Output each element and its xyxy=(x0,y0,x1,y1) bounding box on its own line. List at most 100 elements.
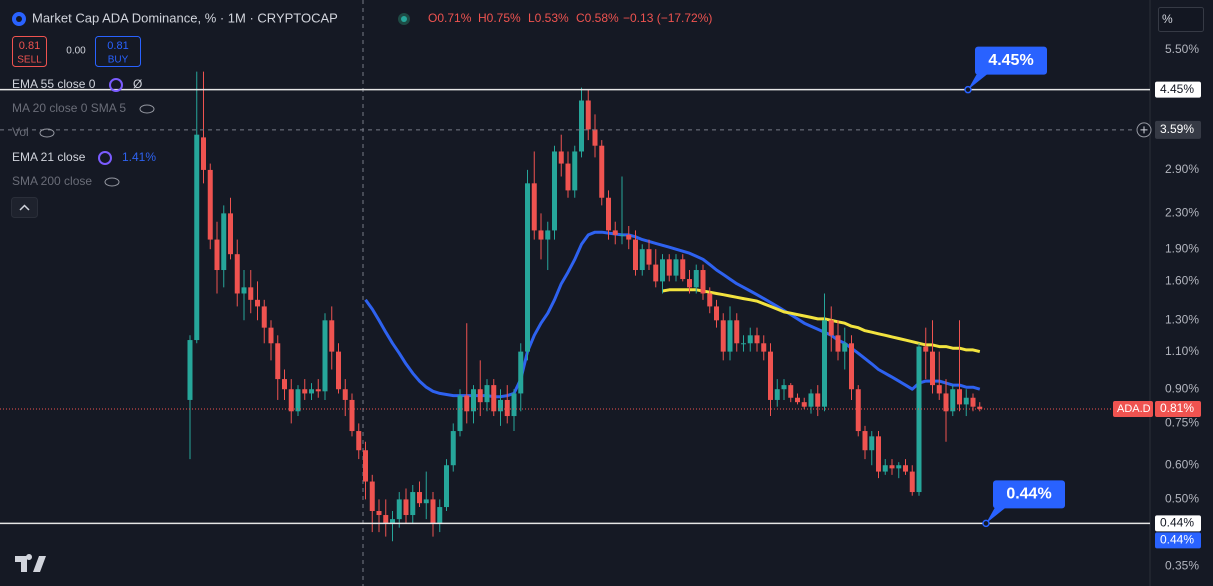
sell-label[interactable]: SELL xyxy=(17,55,42,66)
candle-body xyxy=(484,385,490,403)
last-price-label: 0.81% xyxy=(1160,401,1194,415)
candle-body xyxy=(282,379,287,390)
candle-body xyxy=(221,213,227,271)
status-dot xyxy=(401,16,407,22)
candle-body xyxy=(943,393,949,412)
candle-body xyxy=(606,197,611,231)
candle-body xyxy=(720,320,726,352)
sell-button[interactable] xyxy=(12,36,47,67)
candle-body xyxy=(248,287,254,300)
candle-body xyxy=(795,397,800,403)
candle-body xyxy=(876,436,881,472)
candle-body xyxy=(437,507,443,524)
callout-label: 4.45% xyxy=(988,52,1033,69)
unit-label[interactable]: % xyxy=(1162,12,1173,26)
candle-body xyxy=(849,343,854,390)
candle-body xyxy=(923,346,929,352)
candle-body xyxy=(822,320,827,407)
legend-hidden[interactable]: MA 20 close 0 SMA 5 xyxy=(12,101,126,115)
unit-box[interactable] xyxy=(1158,7,1204,32)
candle-body xyxy=(693,270,699,288)
hidden-icon[interactable] xyxy=(139,104,155,114)
candle-body xyxy=(714,306,719,321)
legend-hidden[interactable]: Vol xyxy=(12,125,29,139)
callout-pointer xyxy=(986,507,1006,524)
plot: 4.45% 0.44% xyxy=(0,46,1150,542)
candle-body xyxy=(747,335,753,344)
legend-ema21[interactable]: EMA 21 close xyxy=(12,150,86,164)
level-tag-label: 4.45% xyxy=(1160,82,1194,96)
candle-body xyxy=(356,431,362,451)
callout-box xyxy=(975,46,1047,75)
buy-price[interactable]: 0.81 xyxy=(107,40,128,52)
last-price-tag xyxy=(1155,400,1201,417)
callout-pointer xyxy=(968,73,988,90)
y-tick-label: 2.30% xyxy=(1165,206,1199,220)
level-tag-blue xyxy=(1155,532,1201,549)
legend-icon[interactable] xyxy=(98,151,112,165)
candle-body xyxy=(369,481,375,511)
candle-body xyxy=(599,145,605,198)
buy-label[interactable]: BUY xyxy=(108,55,129,66)
candle-body xyxy=(660,259,665,282)
callout-label: 0.44% xyxy=(1006,486,1051,503)
candle-body xyxy=(275,343,281,380)
y-tick-label: 5.50% xyxy=(1165,42,1199,56)
candle-body xyxy=(363,450,368,482)
y-tick-label: 2.90% xyxy=(1165,162,1199,176)
y-tick-label: 1.10% xyxy=(1165,344,1199,358)
ohlc-close: C0.58% xyxy=(576,11,619,25)
candle-body xyxy=(889,465,895,469)
candle-body xyxy=(855,389,861,432)
candle-body xyxy=(579,100,584,152)
legend-ema21-value: 1.41% xyxy=(122,150,156,164)
indicator-line xyxy=(662,288,981,354)
candle-body xyxy=(471,389,476,412)
candle-body xyxy=(207,169,213,240)
candle-body xyxy=(687,279,692,288)
candle-body xyxy=(430,499,436,524)
collapse-button[interactable] xyxy=(11,197,38,218)
level-tag xyxy=(1155,81,1201,98)
candle-body xyxy=(450,431,456,466)
candle-body xyxy=(977,406,983,409)
candle-body xyxy=(626,234,632,240)
candle-body xyxy=(572,151,578,191)
hidden-icon[interactable] xyxy=(104,177,120,187)
callout-anchor xyxy=(964,85,972,94)
candle-body xyxy=(504,399,510,417)
candle-body xyxy=(565,163,571,191)
level-tag-label: 0.44% xyxy=(1160,516,1194,530)
y-tick-label: 1.30% xyxy=(1165,312,1199,326)
candle-body xyxy=(309,389,314,394)
candle-body xyxy=(518,351,524,394)
legend-ema55[interactable]: EMA 55 close 0 xyxy=(12,77,96,91)
symbol-tag-label: ADA.D xyxy=(1117,403,1151,415)
spread: 0.00 xyxy=(66,46,86,57)
candle-body xyxy=(390,519,395,524)
ohlc-low: L0.53% xyxy=(528,11,569,25)
buy-button[interactable] xyxy=(95,36,141,67)
candle-body xyxy=(585,100,591,130)
legend-icon[interactable] xyxy=(109,78,123,92)
candle-body xyxy=(700,270,706,294)
collapse-chevron[interactable] xyxy=(19,204,30,211)
symbol-title: Market Cap ADA Dominance, % · 1M · CRYPT… xyxy=(32,10,338,25)
y-tick-label: 1.90% xyxy=(1165,241,1199,255)
candle-body xyxy=(673,259,679,276)
symbol-icon-dot xyxy=(16,16,22,22)
candle-body xyxy=(653,264,659,282)
candle-body xyxy=(342,389,348,400)
y-tick-label: 0.75% xyxy=(1165,416,1199,430)
callout-box xyxy=(993,480,1065,509)
candle-body xyxy=(261,306,267,328)
candle-body xyxy=(444,465,449,508)
hidden-icon[interactable] xyxy=(39,128,55,138)
candle-body xyxy=(234,254,240,294)
candle-body xyxy=(525,183,530,352)
candle-body xyxy=(538,230,544,240)
candle-body xyxy=(633,239,638,271)
candle-body xyxy=(768,351,773,400)
sell-price[interactable]: 0.81 xyxy=(19,40,40,52)
legend-hidden[interactable]: SMA 200 close xyxy=(12,174,92,188)
